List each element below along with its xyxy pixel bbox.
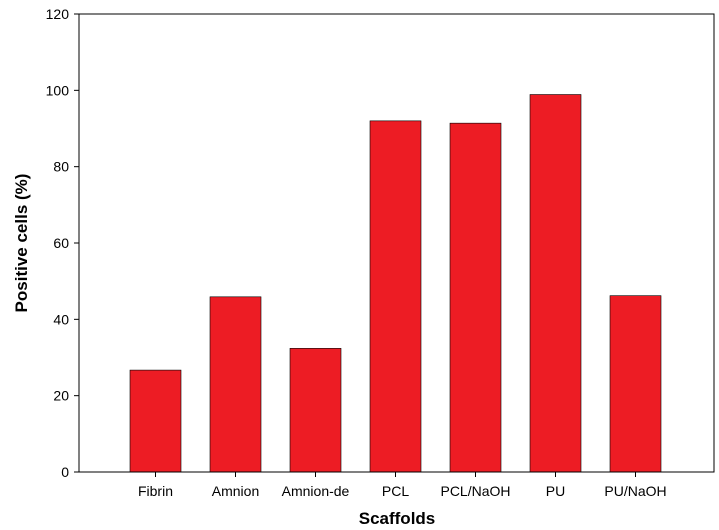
x-tick-label: PCL/NaOH xyxy=(440,483,510,499)
bar-pcl xyxy=(369,120,422,473)
bar-pu xyxy=(529,94,582,473)
bar-pcl-naoh xyxy=(449,122,502,473)
plot-frame xyxy=(78,13,715,473)
x-tick-label: Amnion-de xyxy=(282,483,350,499)
x-tick-label: PU xyxy=(546,483,565,499)
y-axis-title: Positive cells (%) xyxy=(12,174,31,313)
y-tick-label: 80 xyxy=(53,159,69,175)
y-tick-label: 100 xyxy=(46,82,70,98)
x-tick-label: PU/NaOH xyxy=(604,483,666,499)
y-tick-label: 40 xyxy=(53,311,69,327)
bar-amnion-de xyxy=(289,348,342,473)
bar-pu-naoh xyxy=(609,295,662,473)
bar-fibrin xyxy=(129,369,182,473)
y-axis-ticks: 0 20 40 60 80 100 120 xyxy=(46,6,79,480)
y-tick-label: 0 xyxy=(61,464,69,480)
x-tick-label: Amnion xyxy=(212,483,259,499)
y-tick-label: 120 xyxy=(46,6,70,22)
x-axis-title: Scaffolds xyxy=(359,509,436,528)
y-tick-label: 20 xyxy=(53,388,69,404)
x-tick-label: PCL xyxy=(382,483,409,499)
bars xyxy=(129,94,662,473)
y-tick-label: 60 xyxy=(53,235,69,251)
x-tick-label: Fibrin xyxy=(138,483,173,499)
bar-amnion xyxy=(209,296,262,473)
x-axis-ticks: Fibrin Amnion Amnion-de PCL PCL/NaOH PU PU/NaO… xyxy=(138,472,667,499)
